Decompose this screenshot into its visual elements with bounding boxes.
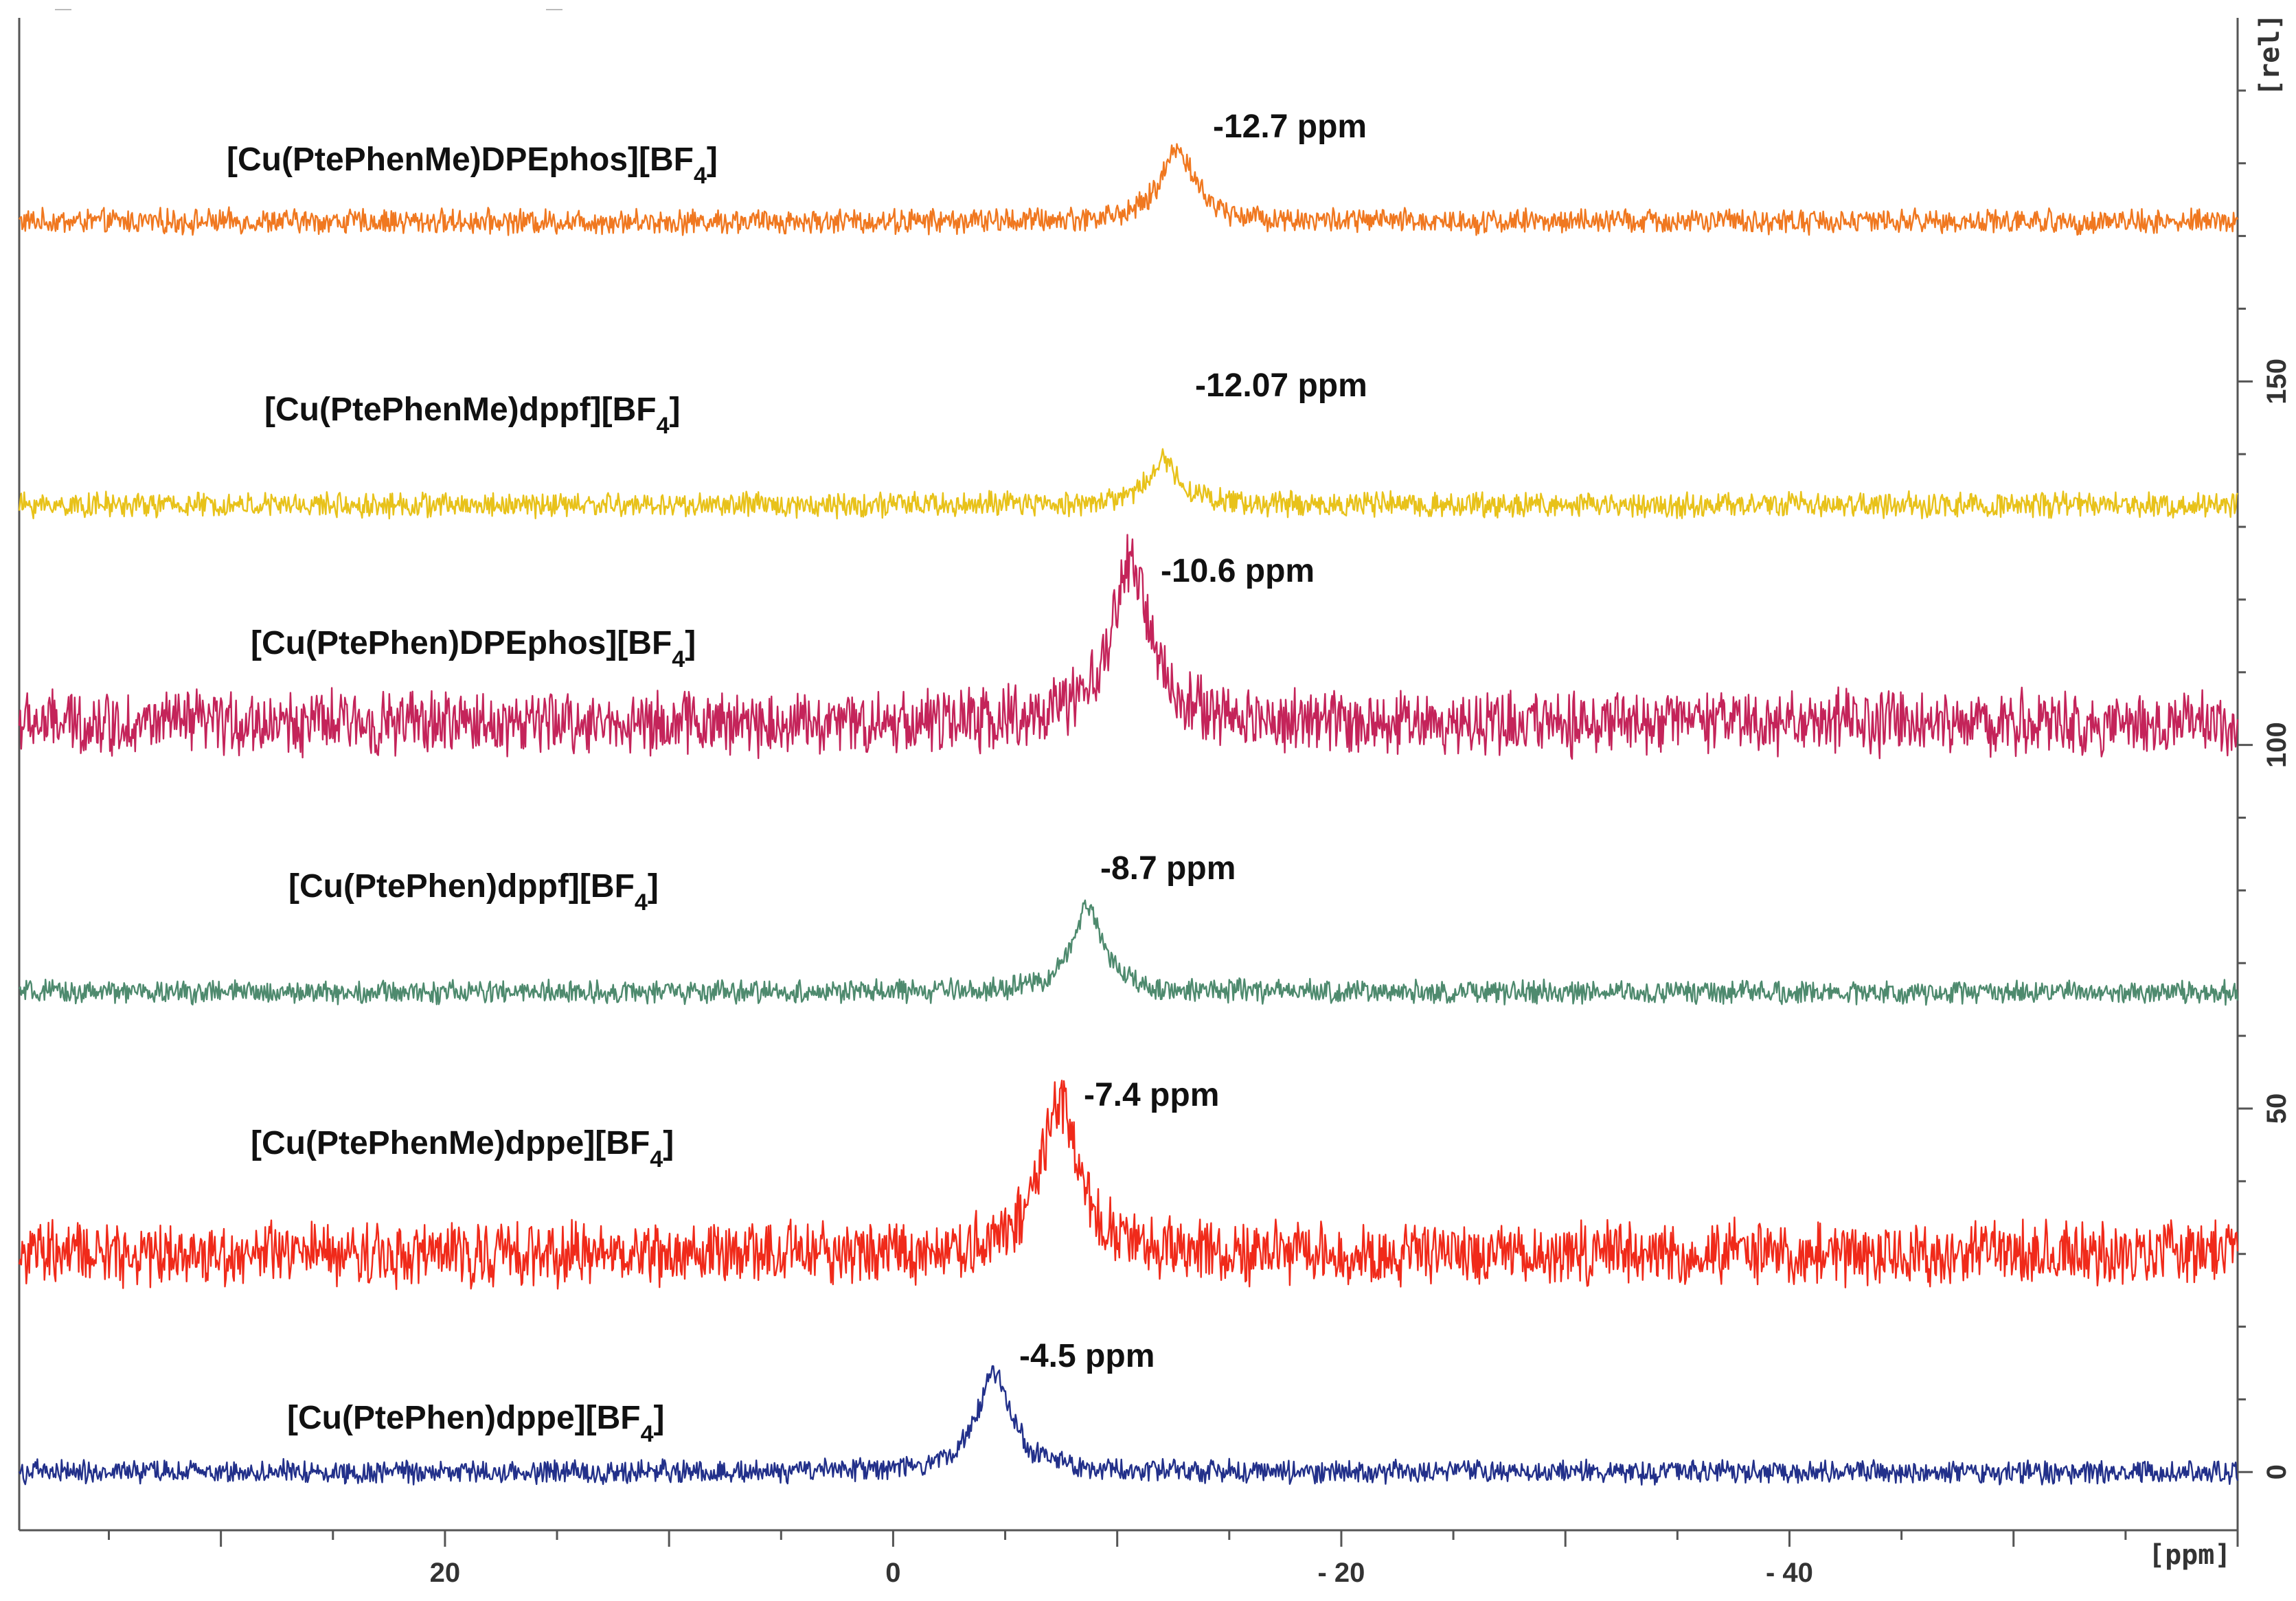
spectrum-trace [18,534,2239,760]
series-label-subscript: 4 [672,646,685,672]
series-label-end: ] [648,868,659,905]
y-axis-ticks: 0 50 100 150 [2238,89,2292,1479]
series-label-subscript: 4 [635,889,648,916]
peak-shift-label: -4.5 ppm [1019,1338,1155,1374]
peak-shift-label: -12.7 ppm [1213,109,1367,145]
series-label-end: ] [685,625,696,661]
series-label-subscript: 4 [694,163,707,189]
series-label: [Cu(PtePhen)DPEphos][BF4] [251,625,696,672]
x-tick-label: - 20 [1317,1558,1365,1588]
series-label-main: [Cu(PtePhenMe)dppe][BF [251,1125,650,1161]
series-labels-group: [Cu(PtePhenMe)DPEphos][BF4]-12.7 ppm[Cu(… [227,109,1367,1447]
series-label: [Cu(PtePhenMe)dppe][BF4] [251,1125,674,1172]
peak-shift-label: -8.7 ppm [1100,850,1236,887]
y-tick-label: 100 [2262,722,2292,768]
y-tick-label: 0 [2262,1464,2292,1479]
series-label: [Cu(PtePhen)dppe][BF4] [287,1400,665,1447]
series-label-subscript: 4 [657,413,670,439]
peak-shift-label: -7.4 ppm [1084,1077,1219,1113]
spectrum-trace [18,448,2239,520]
spectrum-trace [18,143,2239,236]
series-label-end: ] [654,1400,665,1436]
x-tick-label: - 40 [1766,1558,1813,1588]
series-label-main: [Cu(PtePhen)DPEphos][BF [251,625,672,661]
x-axis-ticks: 20 0 - 20 - 40 [108,1530,2239,1588]
series-label: [Cu(PtePhenMe)dppf][BF4] [264,391,680,439]
x-tick-label: 0 [885,1558,900,1588]
spectrum-trace [18,1365,2239,1486]
spectrum-trace [18,899,2239,1006]
peak-shift-label: -12.07 ppm [1195,367,1367,404]
series-label-main: [Cu(PtePhenMe)DPEphos][BF [227,141,694,178]
series-label-end: ] [663,1125,674,1161]
series-label: [Cu(PtePhenMe)DPEphos][BF4] [227,141,718,189]
series-label-main: [Cu(PtePhen)dppf][BF [288,868,635,905]
series-label-end: ] [669,391,680,428]
series-label-main: [Cu(PtePhen)dppe][BF [287,1400,641,1436]
x-axis-unit-label: [ppm] [2148,1539,2231,1571]
spectra-group [18,143,2239,1486]
peak-shift-label: -10.6 ppm [1161,553,1315,589]
series-label-end: ] [707,141,718,178]
y-tick-label: 150 [2262,359,2292,405]
series-label-subscript: 4 [641,1421,654,1447]
x-tick-label: 20 [430,1558,461,1588]
y-axis-unit-label: [rel] [2254,14,2286,96]
spectrum-trace [18,1080,2239,1291]
series-label: [Cu(PtePhen)dppf][BF4] [288,868,659,916]
series-label-subscript: 4 [650,1146,663,1172]
series-label-main: [Cu(PtePhenMe)dppf][BF [264,391,657,428]
y-tick-label: 50 [2262,1093,2292,1124]
